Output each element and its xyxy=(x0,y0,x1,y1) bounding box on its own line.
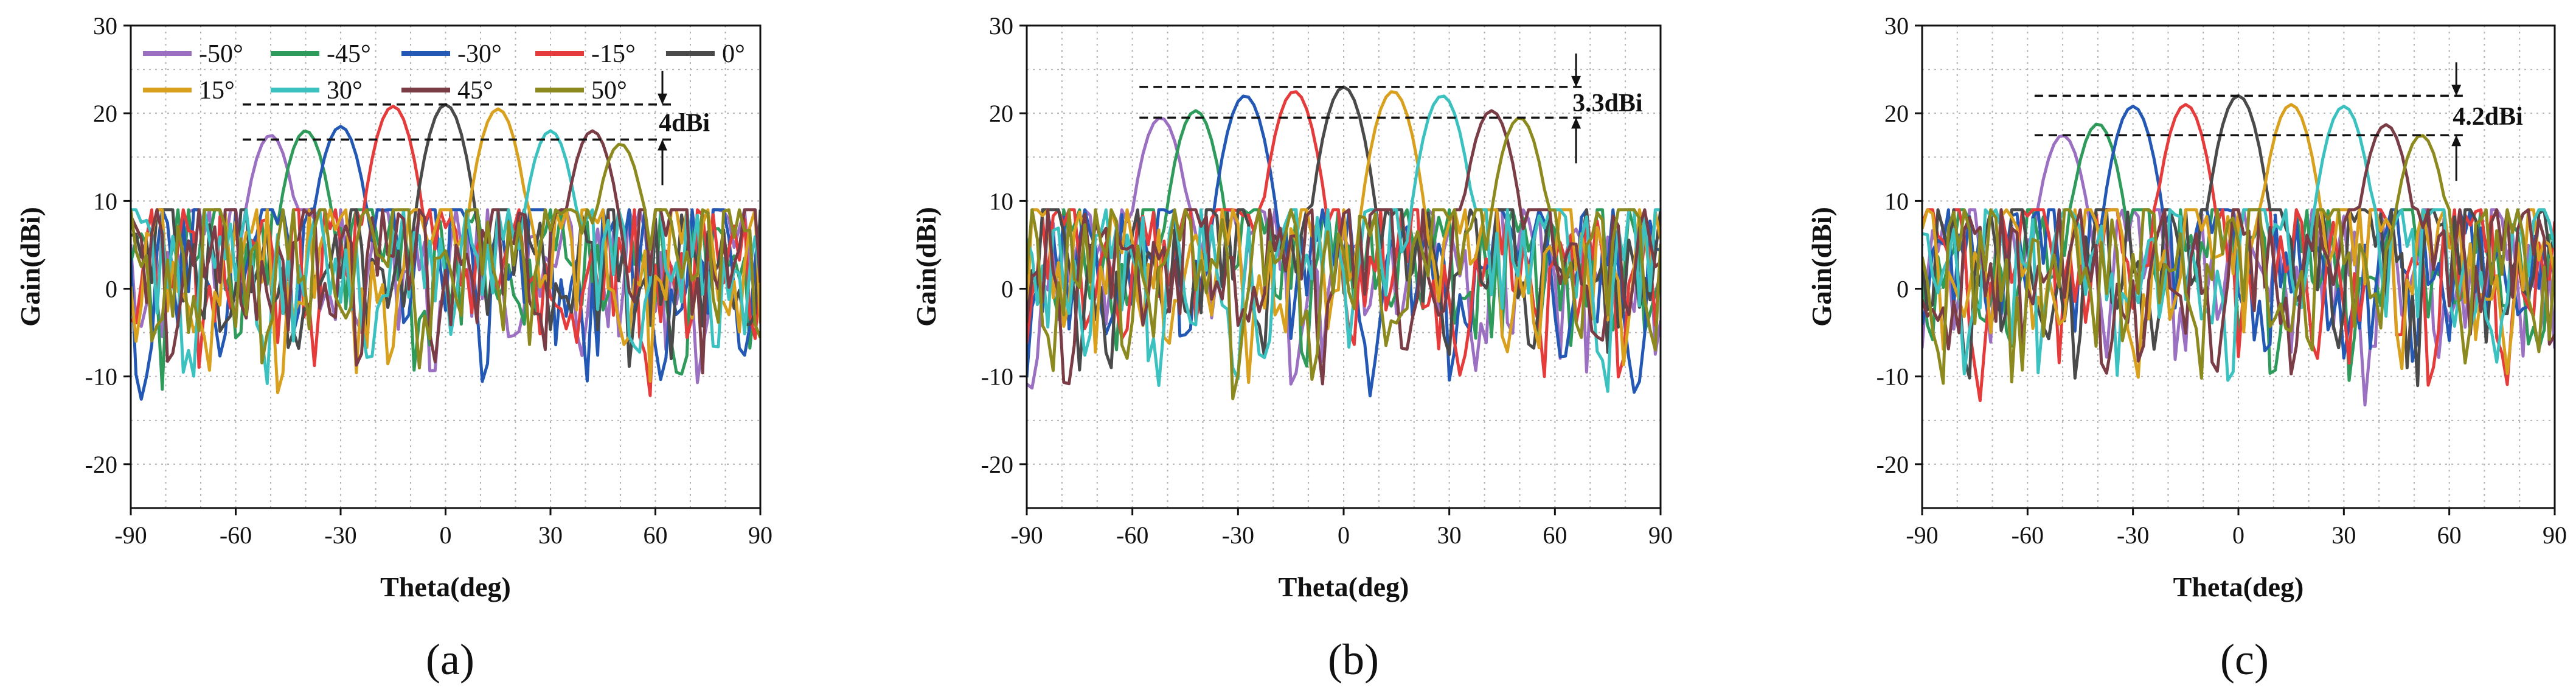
y-tick-label: 30 xyxy=(93,12,117,40)
y-tick-label: 30 xyxy=(989,12,1013,40)
x-tick-label: 90 xyxy=(748,521,772,549)
x-axis-label: Theta(deg) xyxy=(1279,571,1409,602)
x-tick-label: -60 xyxy=(220,521,252,549)
x-tick-label: -60 xyxy=(2012,521,2044,549)
series-line-1 xyxy=(1027,116,1661,390)
legend-item: -50° xyxy=(199,40,243,68)
panel-label: (c) xyxy=(2220,635,2269,684)
y-tick-label: -10 xyxy=(85,363,117,391)
y-tick-label: -10 xyxy=(1876,363,1909,391)
x-tick-label: 90 xyxy=(2543,521,2567,549)
x-tick-label: -90 xyxy=(114,521,147,549)
legend: -50° -45° -30° -15° 0° 15° 30° 45° 50° xyxy=(143,40,745,105)
x-tick-label: 60 xyxy=(2437,521,2462,549)
x-tick-label: -90 xyxy=(1906,521,1938,549)
series-line-8 xyxy=(1027,109,1661,386)
annotation-label: 4dBi xyxy=(659,110,710,138)
x-tick-label: -30 xyxy=(1222,521,1254,549)
plot-area xyxy=(131,103,760,401)
chart-panel-3: 4.2dBi -90 -60 -30 0 30 60 90 -20 -10 0 10 20 30 Theta… xyxy=(1806,12,2567,684)
y-tick-label: 20 xyxy=(989,100,1013,127)
y-tick-label: 20 xyxy=(93,100,117,127)
arrowhead-down-icon xyxy=(658,93,667,105)
x-tick-label: 60 xyxy=(1543,521,1567,549)
y-axis-label: Gain(dBi) xyxy=(1806,207,1837,327)
arrowhead-up-icon xyxy=(2451,135,2462,147)
arrowhead-up-icon xyxy=(1571,117,1581,129)
arrowhead-down-icon xyxy=(1571,75,1581,87)
x-tick-label: 30 xyxy=(538,521,563,549)
y-tick-label: 20 xyxy=(1884,100,1909,127)
y-axis-label: Gain(dBi) xyxy=(15,207,46,327)
y-tick-label: -20 xyxy=(85,451,117,478)
x-tick-label: 0 xyxy=(440,521,452,549)
x-tick-label: 90 xyxy=(1648,521,1673,549)
y-tick-label: 0 xyxy=(1897,276,1909,303)
y-tick-label: 0 xyxy=(105,276,117,303)
legend-item: 0° xyxy=(722,40,745,68)
y-tick-label: 10 xyxy=(989,187,1013,215)
y-axis-label: Gain(dBi) xyxy=(911,207,942,327)
y-tick-label: 10 xyxy=(1884,187,1909,215)
series-line-9 xyxy=(131,142,760,370)
x-tick-label: 30 xyxy=(2331,521,2356,549)
legend-item: -45° xyxy=(327,40,371,68)
plot-area xyxy=(1027,85,1661,400)
x-tick-label: -30 xyxy=(2117,521,2149,549)
panel-label: (a) xyxy=(426,635,474,684)
y-tick-label: -10 xyxy=(981,363,1013,391)
y-tick-label: 10 xyxy=(93,187,117,215)
annotation-label: 3.3dBi xyxy=(1572,89,1643,117)
x-tick-label: -60 xyxy=(1116,521,1148,549)
chart-panel-2: 3.3dBi -90 -60 -30 0 30 60 90 -20 -10 0 10 20 30 Theta… xyxy=(911,12,1673,684)
x-tick-label: -30 xyxy=(324,521,356,549)
legend-item: 50° xyxy=(591,77,627,105)
x-tick-label: 30 xyxy=(1437,521,1462,549)
x-tick-label: 0 xyxy=(2232,521,2244,549)
arrowhead-down-icon xyxy=(2451,85,2462,96)
y-tick-label: -20 xyxy=(1876,451,1909,478)
arrowhead-up-icon xyxy=(658,139,667,151)
legend-item: 30° xyxy=(327,77,363,105)
legend-item: 15° xyxy=(199,77,235,105)
annotation-label: 4.2dBi xyxy=(2453,103,2523,131)
y-tick-label: 0 xyxy=(1001,276,1013,303)
legend-item: 45° xyxy=(457,77,493,105)
chart-panel-1: 4dBi -90 -60 -30 0 30 60 90 -20 -10 0 10 20 30 Theta(d… xyxy=(15,12,772,684)
series-line-9 xyxy=(1027,116,1661,400)
x-tick-label: 60 xyxy=(644,521,668,549)
series-line-9 xyxy=(1922,134,2555,385)
x-axis-label: Theta(deg) xyxy=(380,571,511,602)
x-tick-label: -90 xyxy=(1010,521,1043,549)
legend-item: -15° xyxy=(591,40,636,68)
panel-label: (b) xyxy=(1328,635,1379,684)
y-tick-label: 30 xyxy=(1884,12,1909,40)
y-tick-label: -20 xyxy=(981,451,1013,478)
x-axis-label: Theta(deg) xyxy=(2173,571,2304,602)
x-tick-label: 0 xyxy=(1338,521,1350,549)
legend-item: -30° xyxy=(457,40,502,68)
